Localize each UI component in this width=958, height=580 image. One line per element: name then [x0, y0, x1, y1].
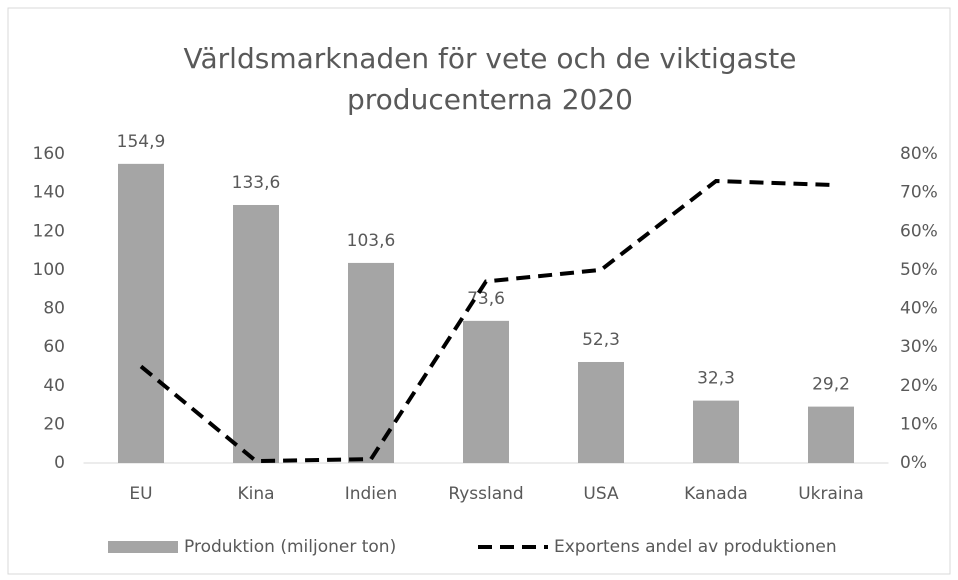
x-tick-label: Kina: [237, 484, 274, 504]
y2-tick-label: 60%: [900, 221, 938, 241]
data-label: 103,6: [347, 231, 396, 251]
y-tick-label: 20: [43, 414, 65, 434]
x-tick-label: USA: [583, 484, 619, 504]
y2-tick-label: 30%: [900, 337, 938, 357]
y2-tick-label: 0%: [900, 453, 927, 473]
x-tick-label: EU: [129, 484, 152, 504]
chart-title: producenterna 2020: [347, 83, 633, 116]
data-label: 73,6: [467, 289, 505, 309]
data-label: 52,3: [582, 330, 620, 350]
bar: [348, 262, 394, 463]
bar: [118, 163, 164, 464]
y-tick-label: 40: [43, 376, 65, 396]
legend-label: Produktion (miljoner ton): [184, 537, 396, 557]
data-label: 32,3: [697, 369, 735, 389]
y-tick-label: 100: [33, 260, 65, 280]
x-tick-label: Indien: [345, 484, 398, 504]
data-label: 133,6: [232, 173, 281, 193]
y-tick-label: 140: [33, 183, 65, 203]
y2-tick-label: 50%: [900, 260, 938, 280]
y2-tick-label: 70%: [900, 183, 938, 203]
y-tick-label: 80: [43, 299, 65, 319]
y2-tick-label: 20%: [900, 376, 938, 396]
bar: [808, 406, 854, 463]
x-tick-label: Ukraina: [798, 484, 864, 504]
legend-swatch: [108, 541, 178, 553]
legend-label: Exportens andel av produktionen: [554, 537, 837, 557]
y2-tick-label: 10%: [900, 414, 938, 434]
y-tick-label: 120: [33, 221, 65, 241]
data-label: 154,9: [117, 132, 166, 152]
data-label: 29,2: [812, 375, 850, 395]
y-tick-label: 0: [54, 453, 65, 473]
y2-tick-label: 40%: [900, 299, 938, 319]
y-tick-label: 60: [43, 337, 65, 357]
bar: [463, 320, 509, 463]
x-tick-label: Kanada: [684, 484, 748, 504]
y-tick-label: 160: [33, 144, 65, 164]
bar: [693, 400, 739, 463]
y2-tick-label: 80%: [900, 144, 938, 164]
bar: [578, 361, 624, 463]
chart-title: Världsmarknaden för vete och de viktigas…: [184, 42, 797, 75]
bar: [233, 204, 279, 464]
x-tick-label: Ryssland: [448, 484, 523, 504]
line: [139, 179, 832, 464]
